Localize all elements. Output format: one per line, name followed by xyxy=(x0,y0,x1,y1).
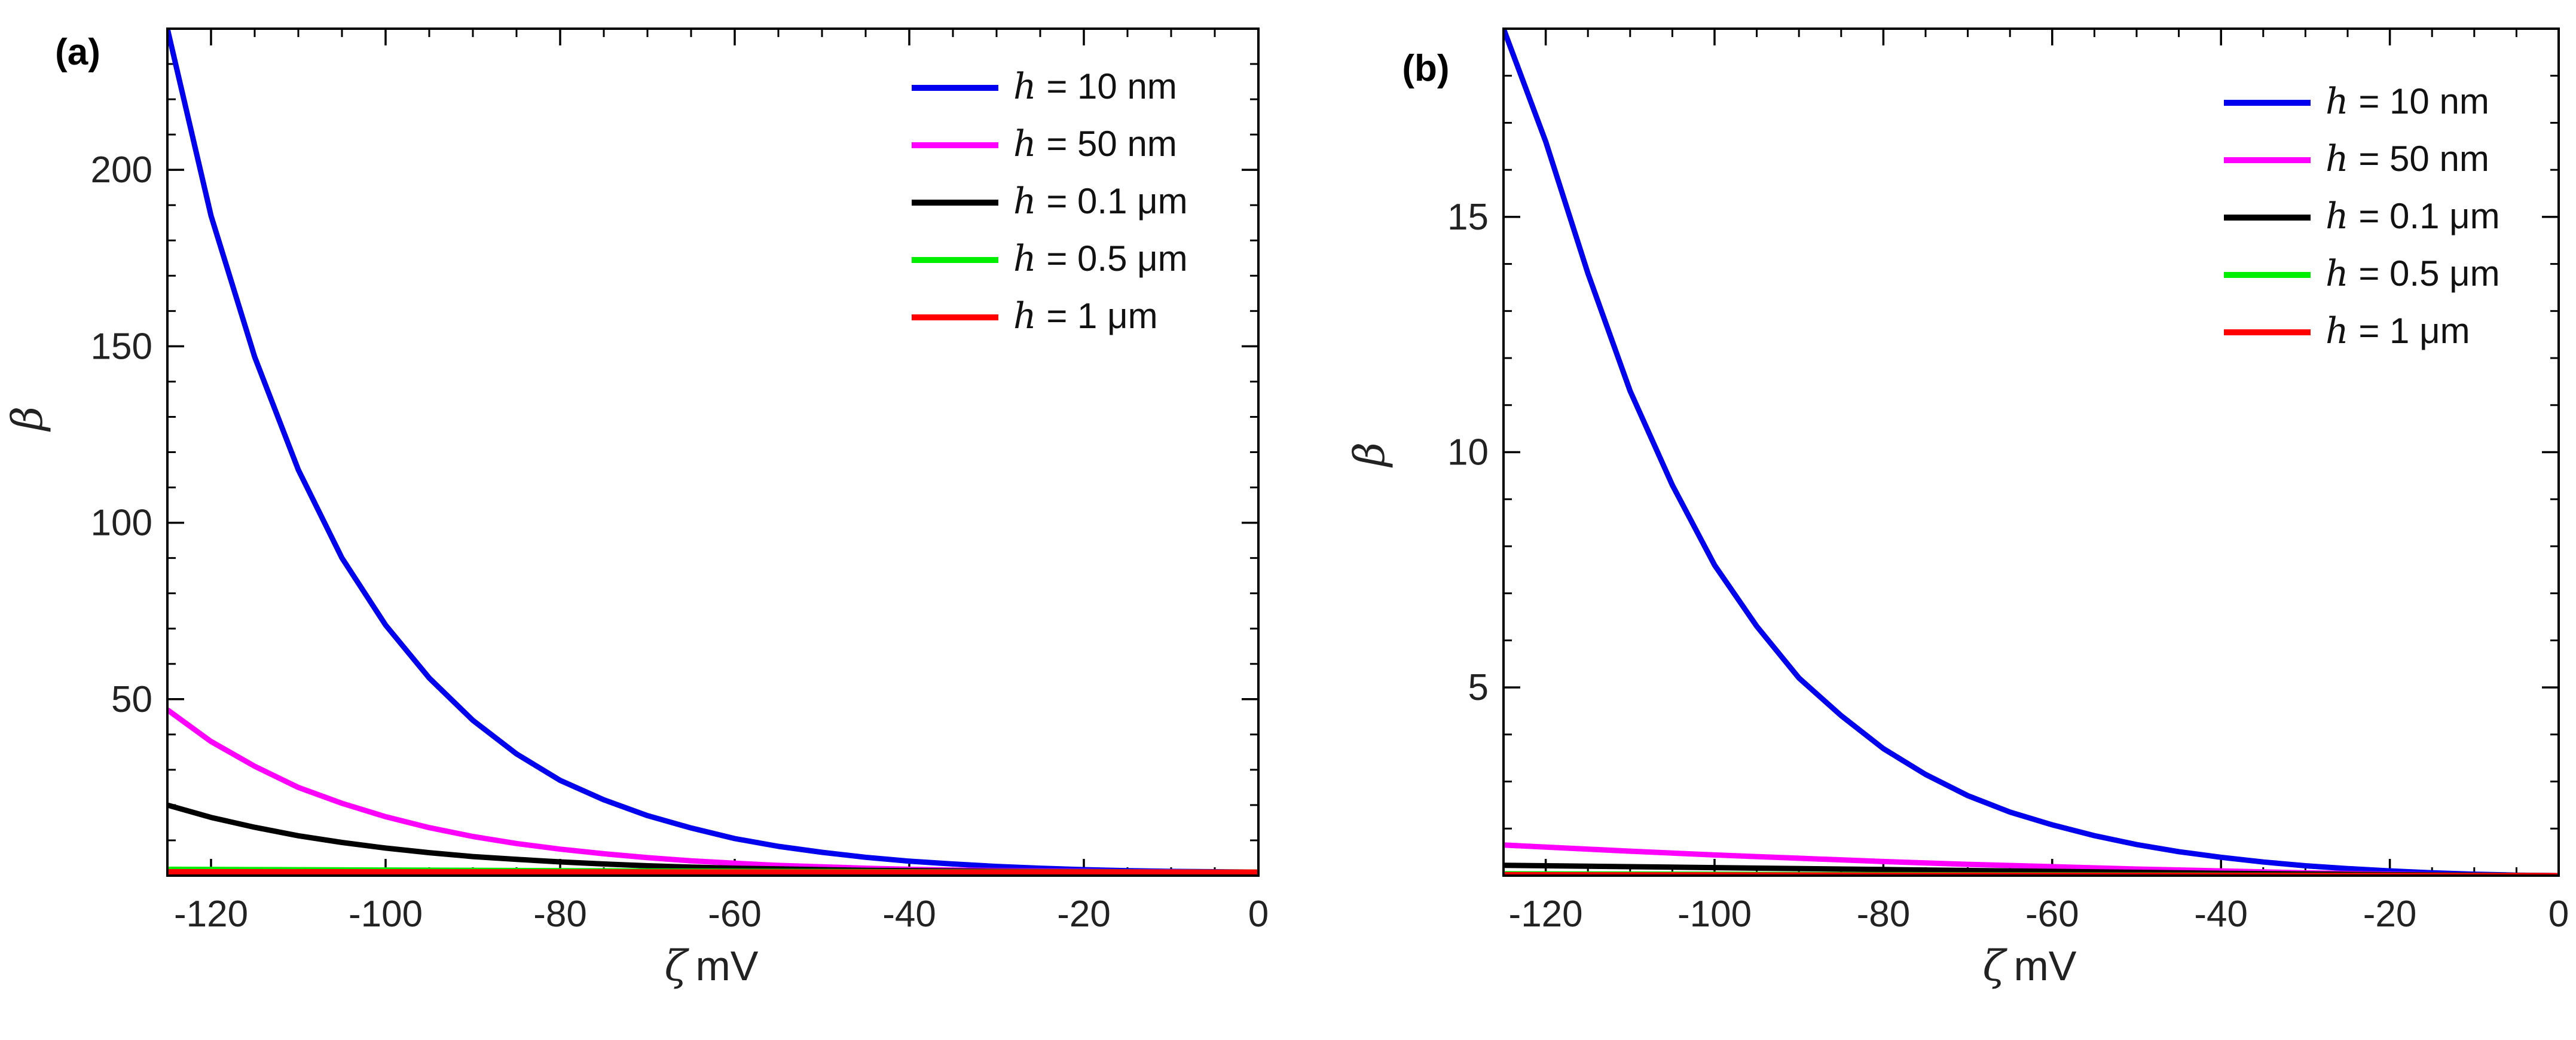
series-line-1 xyxy=(1504,29,2559,876)
x-tick-label: -20 xyxy=(1057,894,1111,935)
legend-label: h = 1 μm xyxy=(1013,295,1158,337)
legend-label: h = 50 nm xyxy=(1013,123,1177,165)
legend: h = 10 nm h = 50 nm h = 0.1 μm h = 0.5 μm h … xyxy=(2224,81,2500,352)
series-line-2 xyxy=(167,707,1258,875)
panel-a: -120 -100 -80 -60 -40 -20 0 50 100 150 200 h = 10 n… xyxy=(3,27,1269,990)
y-tick-label: 100 xyxy=(91,503,152,544)
legend-label: h = 1 μm xyxy=(2326,310,2470,352)
series-line-5 xyxy=(167,869,1258,875)
x-tick-label: -60 xyxy=(708,894,762,935)
panel-label: (a) xyxy=(55,32,100,73)
legend-label: h = 0.1 μm xyxy=(1013,181,1188,222)
legend-label: h = 0.1 μm xyxy=(2326,195,2500,237)
x-axis-label: ζ mV xyxy=(665,941,759,990)
y-axis-label: β xyxy=(1345,442,1394,468)
plot-frame xyxy=(1502,27,2560,877)
x-tick-label: -60 xyxy=(2025,894,2079,935)
plot-frame xyxy=(166,27,1260,877)
x-tick-label: -120 xyxy=(174,894,248,935)
panel-label: (b) xyxy=(1402,48,1449,89)
legend-label: h = 10 nm xyxy=(1013,66,1177,108)
x-tick-label: -100 xyxy=(349,894,423,935)
x-tick-label: -120 xyxy=(1509,894,1583,935)
y-tick-label: 50 xyxy=(111,679,152,720)
x-tick-label: -80 xyxy=(1857,894,1911,935)
x-tick-label: -100 xyxy=(1677,894,1752,935)
legend-label: h = 0.5 μm xyxy=(1013,238,1188,280)
y-tick-label: 10 xyxy=(1447,432,1489,473)
x-tick-label: 0 xyxy=(2549,894,2569,935)
y-tick-label: 5 xyxy=(1468,667,1489,708)
legend-label: h = 50 nm xyxy=(2326,138,2489,180)
legend-label: h = 10 nm xyxy=(2326,81,2489,123)
legend: h = 10 nm h = 50 nm h = 0.1 μm h = 0.5 μm h … xyxy=(912,66,1188,337)
x-tick-label: -40 xyxy=(882,894,936,935)
legend-label: h = 0.5 μm xyxy=(2326,253,2500,295)
panel-b: -120 -100 -80 -60 -40 -20 0 5 10 15 h = 10 nm h = 5… xyxy=(1345,27,2569,990)
y-tick-label: 150 xyxy=(91,326,152,367)
x-tick-label: -20 xyxy=(2363,894,2417,935)
y-tick-label: 15 xyxy=(1447,197,1489,238)
x-tick-label: 0 xyxy=(1248,894,1269,935)
x-axis-label: ζ mV xyxy=(1983,941,2077,990)
x-tick-label: -80 xyxy=(533,894,587,935)
y-tick-label: 200 xyxy=(91,149,152,191)
x-tick-label: -40 xyxy=(2194,894,2248,935)
y-axis-label: β xyxy=(3,406,52,432)
